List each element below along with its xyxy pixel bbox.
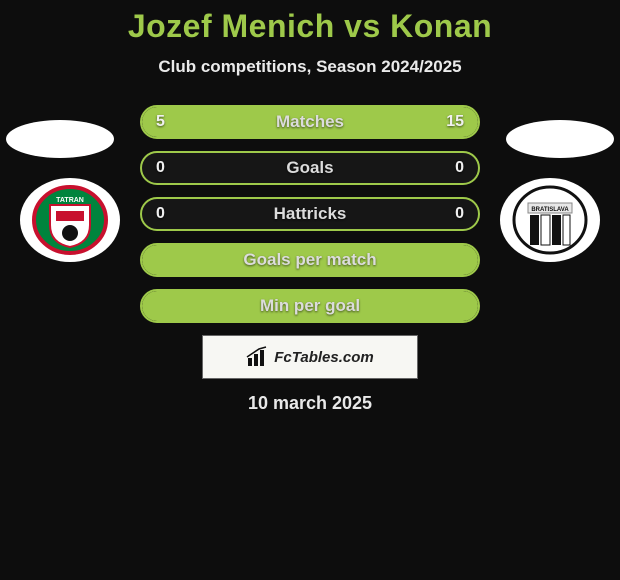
player-oval-right [506, 120, 614, 158]
stat-label: Min per goal [142, 296, 478, 316]
stat-value-right: 0 [455, 205, 464, 223]
stat-value-left: 0 [156, 159, 165, 177]
stat-value-left: 0 [156, 205, 165, 223]
date-label: 10 march 2025 [0, 393, 620, 414]
stat-row: Goals0 0 [140, 151, 480, 185]
stat-label: Goals per match [142, 250, 478, 270]
page-title: Jozef Menich vs Konan [0, 8, 620, 45]
club-crest-left: TATRAN [20, 178, 120, 262]
subtitle: Club competitions, Season 2024/2025 [0, 57, 620, 77]
stat-row: Min per goal [140, 289, 480, 323]
stat-label: Goals [142, 158, 478, 178]
player-oval-left [6, 120, 114, 158]
stat-label: Hattricks [142, 204, 478, 224]
shield-icon: TATRAN [30, 185, 110, 255]
shield-icon: BRATISLAVA [510, 185, 590, 255]
stat-label: Matches [142, 112, 478, 132]
stat-value-right: 15 [446, 113, 464, 131]
svg-text:TATRAN: TATRAN [56, 197, 84, 204]
svg-text:BRATISLAVA: BRATISLAVA [531, 207, 569, 213]
comparison-card: Jozef Menich vs Konan Club competitions,… [0, 0, 620, 414]
club-crest-right: BRATISLAVA [500, 178, 600, 262]
stat-value-left: 5 [156, 113, 165, 131]
watermark-text: FcTables.com [274, 349, 373, 366]
watermark: FcTables.com [202, 335, 418, 379]
stat-row: Goals per match [140, 243, 480, 277]
stat-row: Hattricks0 0 [140, 197, 480, 231]
bar-chart-icon [246, 346, 268, 368]
stat-row: Matches5 15 [140, 105, 480, 139]
stat-value-right: 0 [455, 159, 464, 177]
